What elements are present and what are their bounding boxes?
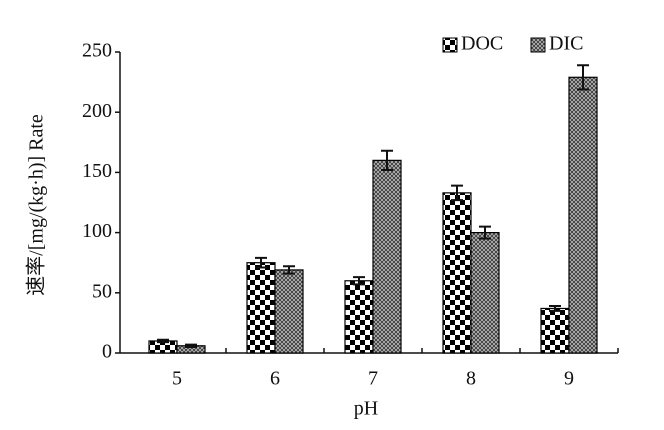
error-bar bbox=[157, 338, 169, 344]
x-tick-label: 8 bbox=[466, 368, 476, 390]
y-tick-label: 100 bbox=[82, 220, 112, 242]
y-tick-label: 0 bbox=[102, 341, 112, 363]
error-bar bbox=[479, 225, 491, 240]
legend-label: DOC bbox=[461, 33, 503, 55]
bar bbox=[442, 192, 472, 354]
bar bbox=[470, 232, 500, 354]
x-tick-label: 6 bbox=[270, 368, 280, 390]
error-bar bbox=[381, 149, 393, 171]
error-bar bbox=[185, 343, 197, 348]
bar bbox=[344, 280, 374, 354]
bar bbox=[372, 159, 402, 354]
x-tick-label: 7 bbox=[368, 368, 378, 390]
x-tick-label: 5 bbox=[172, 368, 182, 390]
x-axis-label: pH bbox=[354, 398, 378, 420]
y-tick-label: 150 bbox=[82, 160, 112, 182]
y-axis-label: 速率/[mg/(kg·h)] Rate bbox=[25, 114, 48, 296]
y-tick-label: 200 bbox=[82, 100, 112, 122]
bar bbox=[274, 269, 304, 354]
x-tick-label: 9 bbox=[564, 368, 574, 390]
y-tick-label: 250 bbox=[82, 40, 112, 62]
legend-label: DIC bbox=[549, 33, 583, 55]
error-bar bbox=[549, 305, 561, 312]
error-bar bbox=[577, 64, 589, 91]
error-bar bbox=[283, 265, 295, 275]
error-bar bbox=[255, 256, 267, 269]
y-tick-label: 50 bbox=[92, 280, 112, 302]
bar bbox=[540, 307, 570, 354]
bar bbox=[246, 262, 276, 354]
error-bar bbox=[451, 184, 463, 202]
error-bar bbox=[353, 276, 365, 286]
legend-swatch bbox=[530, 37, 546, 53]
bar bbox=[568, 76, 598, 354]
legend-swatch bbox=[442, 37, 458, 53]
